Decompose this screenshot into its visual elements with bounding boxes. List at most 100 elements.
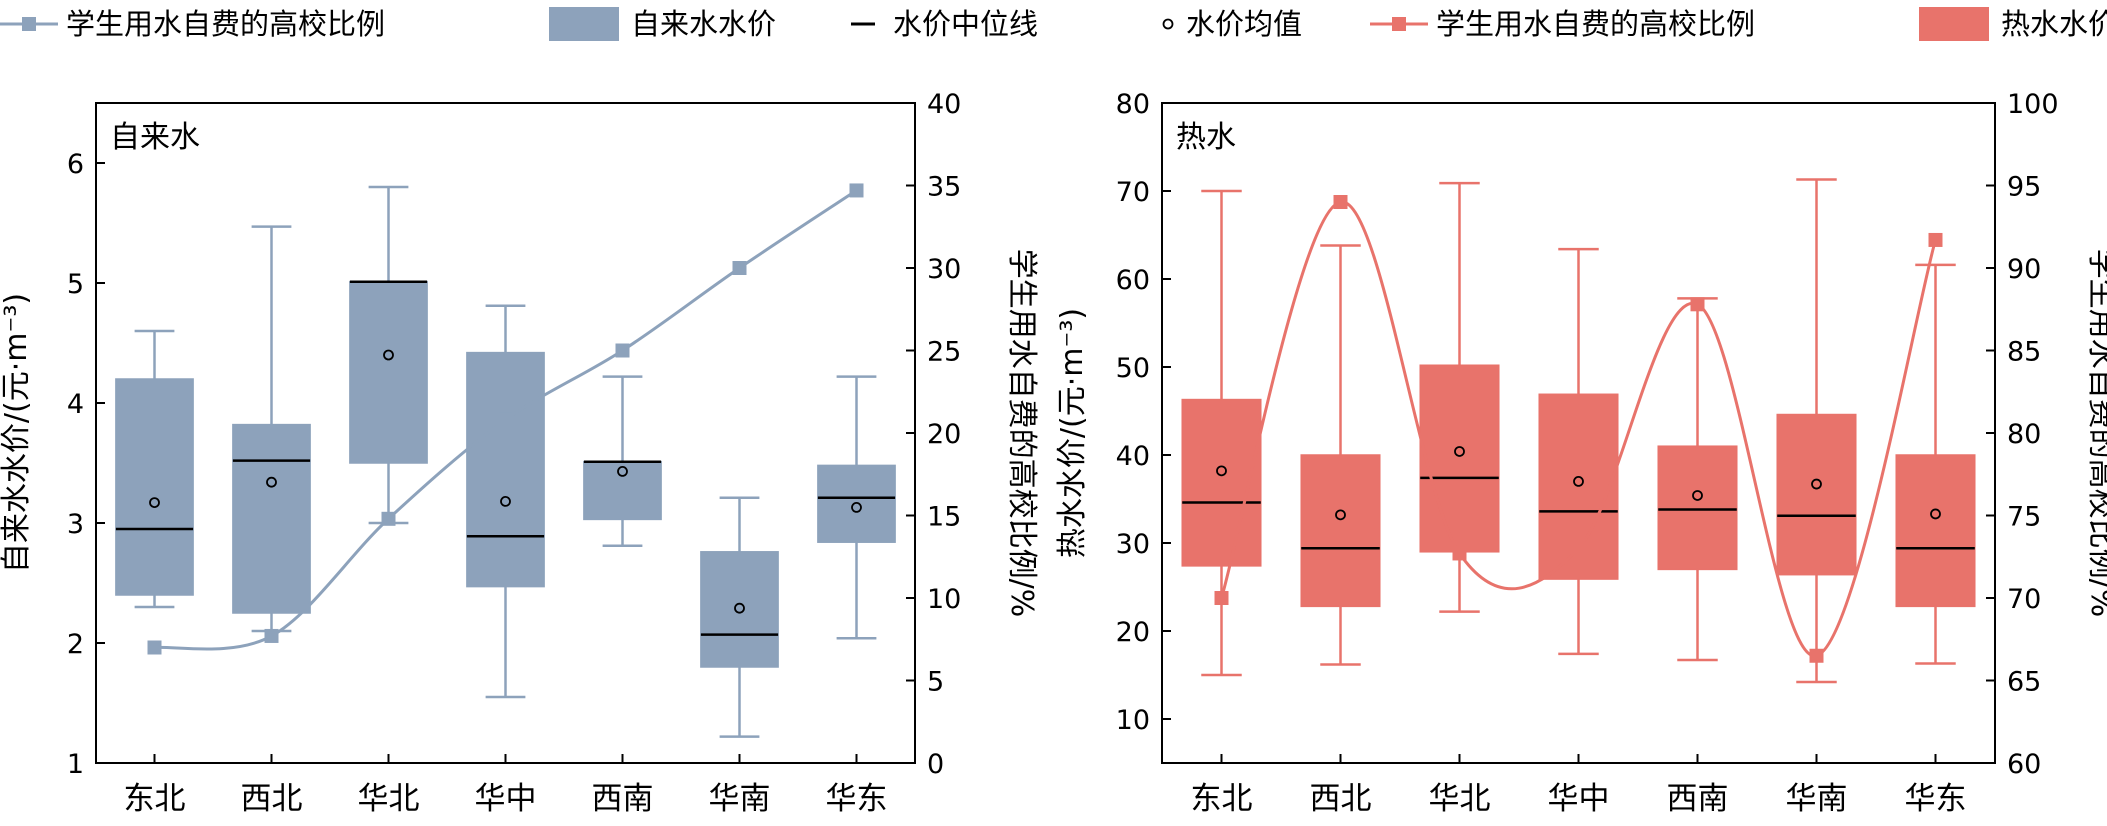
x-category-label: 华南 — [1786, 781, 1848, 817]
box-plot-2 — [349, 185, 428, 525]
y2-tick-label: 25 — [927, 337, 961, 368]
y2-tick-label: 85 — [2007, 337, 2041, 368]
ratio-point-3 — [1571, 541, 1586, 556]
y-tick-label: 3 — [67, 509, 84, 540]
x-category-label: 华东 — [1905, 781, 1967, 817]
ratio-point-2 — [1452, 546, 1467, 561]
x-category-label: 西南 — [592, 781, 654, 817]
x-category-label: 东北 — [1191, 781, 1253, 817]
ratio-point-4 — [615, 343, 630, 358]
y-axis-title: 热水水价/(元·m⁻³) — [1055, 308, 1090, 558]
x-category-label: 华中 — [475, 781, 537, 817]
box-iqr — [1419, 364, 1500, 553]
x-category-label: 西北 — [241, 781, 303, 817]
tap-water-panel: 1 2 3 4 5 6 0 5 10 15 20 25 30 35 40 东北 西北 华北 华中 西南 华南 华东 自来水自… — [0, 89, 1039, 817]
box-iqr — [232, 423, 311, 614]
box-plot-1 — [1300, 244, 1381, 666]
ratio-point-1 — [1333, 195, 1348, 209]
mean-marker — [1811, 478, 1822, 490]
panel-title: 自来水 — [110, 120, 200, 155]
y2-tick-label: 20 — [927, 419, 961, 450]
box-plot-0 — [1181, 189, 1262, 677]
legend-label: 水价中位线 — [893, 7, 1038, 41]
mean-marker — [617, 465, 628, 477]
ratio-point-6 — [849, 183, 864, 198]
mean-marker — [500, 495, 511, 507]
y2-tick-label: 80 — [2007, 419, 2041, 450]
box-plot-6 — [817, 375, 896, 640]
legend-label: 水价均值 — [1186, 7, 1302, 41]
y-tick-label: 6 — [67, 149, 84, 180]
y-tick-label: 4 — [67, 389, 84, 420]
y-tick-label: 20 — [1116, 617, 1150, 648]
box-iqr — [115, 378, 194, 596]
y-tick-label: 50 — [1116, 353, 1150, 384]
x-category-label: 华南 — [709, 781, 771, 817]
ratio-point-0 — [147, 640, 162, 655]
y2-tick-label: 5 — [927, 667, 944, 698]
y2-tick-label: 70 — [2007, 584, 2041, 615]
x-category-label: 西南 — [1667, 781, 1729, 817]
ratio-point-5 — [732, 261, 747, 275]
y2-tick-label: 60 — [2007, 749, 2041, 780]
box-iqr — [466, 351, 545, 588]
box-iqr — [1776, 413, 1857, 576]
y2-tick-label: 35 — [927, 172, 961, 203]
mean-marker — [1216, 465, 1227, 477]
mean-marker — [383, 349, 394, 361]
legend-mean-marker — [1162, 18, 1174, 30]
box-plot-1 — [232, 225, 311, 633]
mean-marker — [851, 501, 862, 513]
mean-marker — [1692, 490, 1703, 501]
y2-tick-label: 90 — [2007, 254, 2041, 285]
panel-title: 热水 — [1176, 120, 1236, 155]
x-category-label: 华北 — [358, 781, 420, 817]
legend-box-swatch — [1919, 7, 1989, 41]
y2-tick-label: 30 — [927, 254, 961, 285]
mean-marker — [1930, 508, 1941, 520]
legend-label: 自来水水价 — [631, 7, 776, 41]
box-plot-2 — [1419, 181, 1500, 613]
x-category-label: 东北 — [124, 781, 186, 817]
box-plot-5 — [1776, 178, 1857, 684]
y-tick-label: 70 — [1116, 177, 1150, 208]
legend-label: 学生用水自费的高校比例 — [1436, 7, 1755, 41]
box-plot-6 — [1895, 263, 1976, 665]
y2-tick-label: 95 — [2007, 172, 2041, 203]
x-category-label: 西北 — [1310, 781, 1372, 817]
box-plot-4 — [1657, 297, 1738, 662]
ratio-point-5 — [1809, 648, 1824, 663]
box-plot-3 — [1538, 247, 1619, 656]
ratio-point-3 — [498, 412, 513, 427]
y2-tick-label: 100 — [2007, 89, 2059, 120]
mean-marker — [1335, 509, 1346, 521]
legend-square-marker — [22, 17, 36, 31]
box-iqr — [583, 461, 662, 521]
y2-axis-title: 学生用水自费的高校比例/% — [2084, 249, 2107, 618]
box-iqr — [1181, 398, 1262, 567]
hot-water-panel: 10 20 30 40 50 60 70 80 60 65 70 75 80 85 90 95 100 东北 西北 华… — [1055, 89, 2107, 817]
ratio-point-1 — [264, 628, 279, 643]
y-tick-label: 2 — [67, 629, 84, 660]
y-tick-label: 1 — [67, 749, 84, 780]
y-tick-label: 40 — [1116, 441, 1150, 472]
box-iqr — [1895, 454, 1976, 608]
legend-square-marker — [1392, 17, 1406, 31]
legend-label: 热水水价 — [2001, 7, 2107, 41]
y-tick-label: 5 — [67, 269, 84, 300]
legend-box-swatch — [549, 7, 619, 41]
y2-tick-label: 10 — [927, 584, 961, 615]
ratio-point-2 — [381, 511, 396, 526]
box-plot-3 — [466, 304, 545, 699]
legend-label: 学生用水自费的高校比例 — [66, 7, 385, 41]
y-tick-label: 10 — [1116, 705, 1150, 736]
y2-axis-title: 学生用水自费的高校比例/% — [1004, 249, 1039, 618]
mean-marker — [149, 497, 160, 509]
y-tick-label: 80 — [1116, 89, 1150, 120]
box-iqr — [1300, 454, 1381, 608]
y-tick-label: 60 — [1116, 265, 1150, 296]
y2-tick-label: 0 — [927, 749, 944, 780]
y-axis-title: 自来水水价/(元·m⁻³) — [0, 293, 34, 573]
y2-tick-label: 40 — [927, 89, 961, 120]
